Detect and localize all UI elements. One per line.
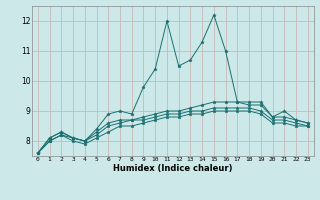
X-axis label: Humidex (Indice chaleur): Humidex (Indice chaleur) — [113, 164, 233, 173]
